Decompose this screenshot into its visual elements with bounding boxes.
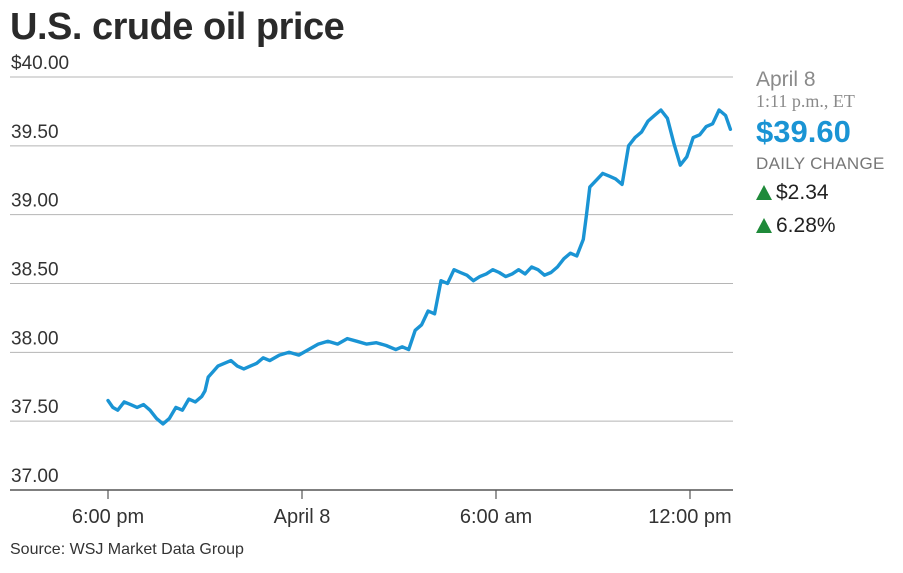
y-tick-label: 39.00 <box>11 191 59 212</box>
x-tick-label: April 8 <box>274 506 331 528</box>
y-tick-label: 37.00 <box>11 466 59 487</box>
daily-change-label: DAILY CHANGE <box>756 154 885 173</box>
y-tick-label: $40.00 <box>11 53 69 74</box>
price-summary: April 8 1:11 p.m., ET $39.60 DAILY CHANG… <box>756 68 901 241</box>
x-axis: 6:00 pm April 8 6:00 am 12:00 pm <box>72 490 732 528</box>
y-axis-ticks: 37.00 37.50 38.00 38.50 39.00 39.50 $40.00 <box>11 53 69 487</box>
x-tick-label: 6:00 pm <box>72 506 144 528</box>
triangle-up-icon <box>756 185 772 200</box>
grid-lines <box>10 76 733 491</box>
quote-time: 1:11 p.m., ET <box>756 91 855 111</box>
quote-date: April 8 <box>756 68 816 91</box>
daily-change-amount: $2.34 <box>756 177 901 208</box>
y-tick-label: 38.50 <box>11 260 59 281</box>
series-layer <box>106 108 733 426</box>
x-tick-label: 6:00 am <box>460 506 532 528</box>
source-note: Source: WSJ Market Data Group <box>10 541 244 558</box>
triangle-up-icon <box>756 218 772 233</box>
x-tick-label: 12:00 pm <box>648 506 731 528</box>
daily-change-amount-value: $2.34 <box>776 181 829 204</box>
chart-title: U.S. crude oil price <box>10 6 345 48</box>
daily-change-percent-value: 6.28% <box>776 214 836 237</box>
daily-change-percent: 6.28% <box>756 210 901 241</box>
current-price: $39.60 <box>756 114 851 149</box>
y-tick-label: 38.00 <box>11 328 59 349</box>
y-tick-label: 37.50 <box>11 397 59 418</box>
y-tick-label: 39.50 <box>11 122 59 143</box>
series-line-crude-oil <box>106 108 733 426</box>
